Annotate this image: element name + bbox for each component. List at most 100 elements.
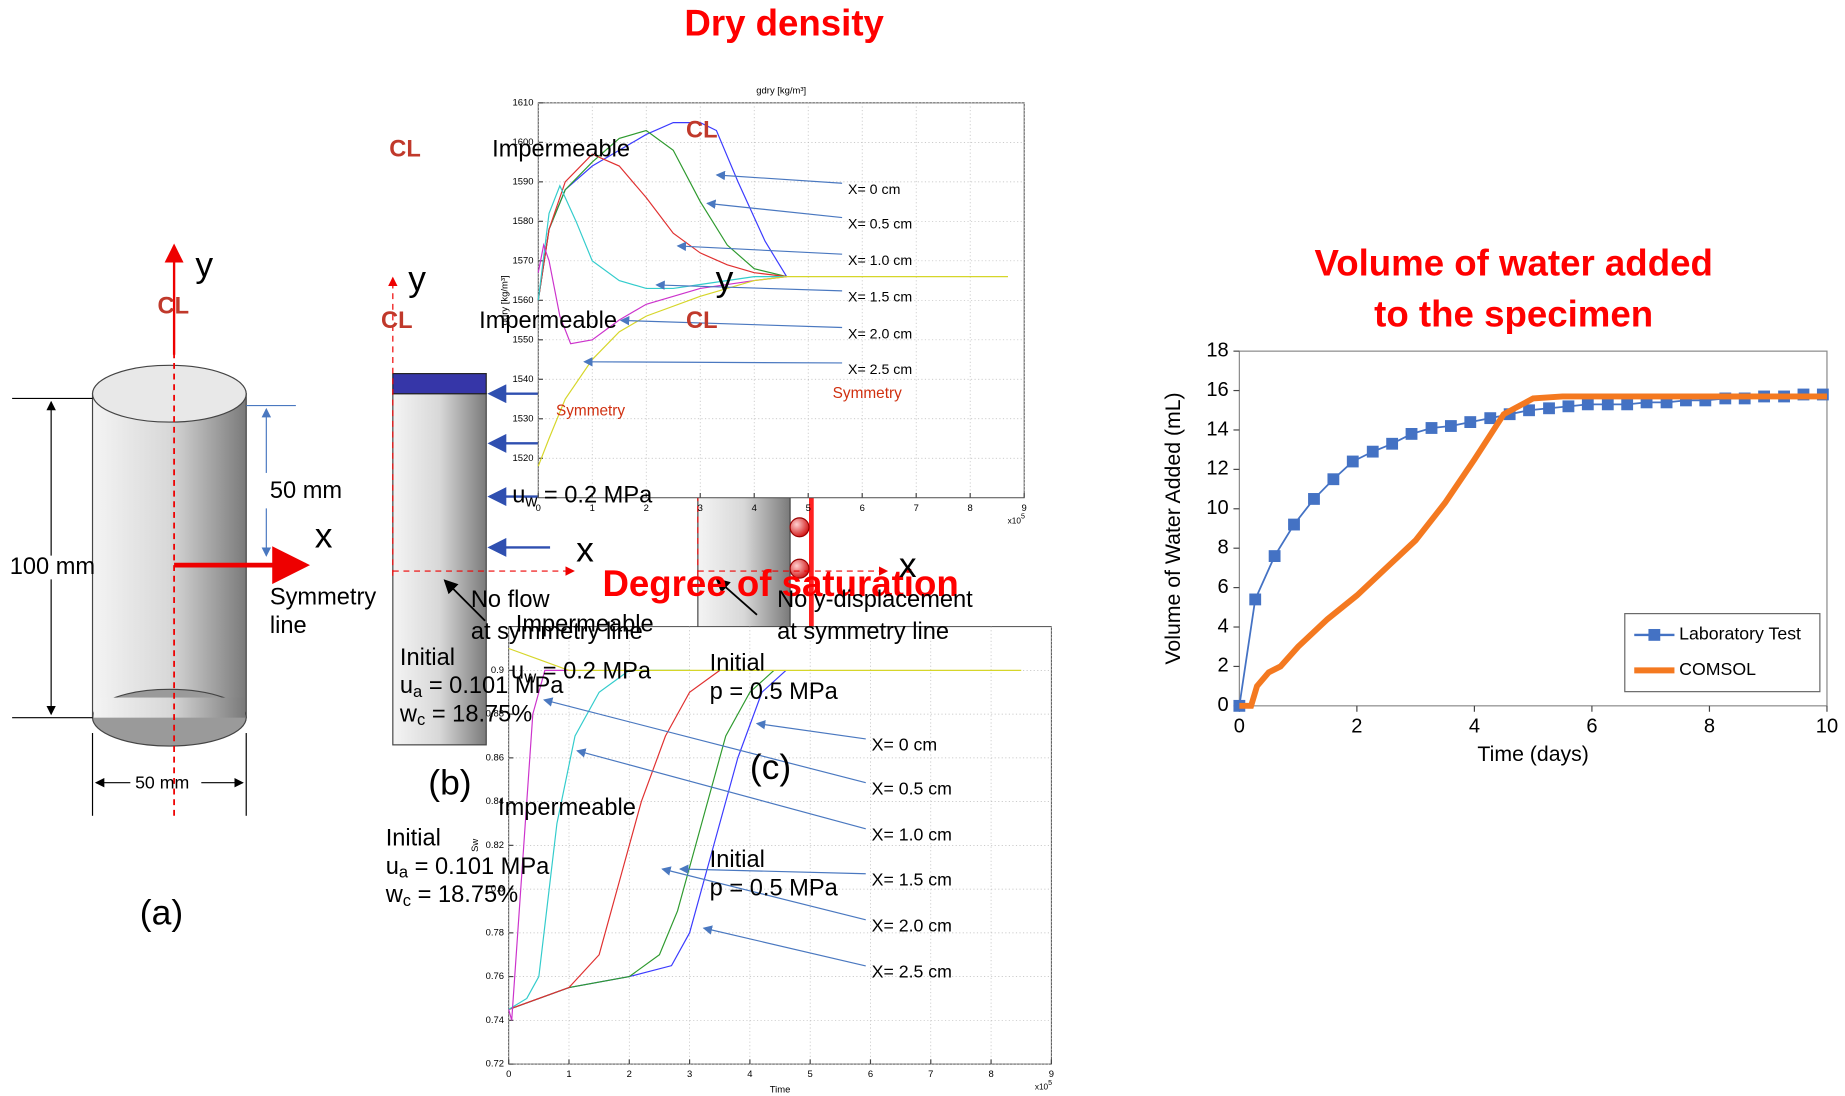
panel-label: (c)	[750, 747, 791, 787]
label: Impermeable	[498, 795, 636, 821]
centerline-label: CL	[389, 136, 421, 162]
label: Initial	[710, 847, 765, 873]
series-annotation: X= 0.5 cm	[872, 778, 952, 798]
y-tick-label: 1540	[513, 374, 534, 385]
y-tick-label: 8	[1218, 537, 1229, 559]
data-marker	[1269, 550, 1281, 562]
x-tick-label: 6	[1586, 715, 1597, 737]
dimension-label: 50 mm	[270, 478, 342, 504]
y-tick-label: 4	[1218, 615, 1229, 637]
label: No y-displacement	[777, 587, 973, 613]
panel-label: (b)	[428, 762, 471, 802]
y-tick-label: 2	[1218, 655, 1229, 677]
x-tick-label: 6	[868, 1069, 873, 1080]
x-tick-label: 4	[747, 1069, 752, 1080]
centerline-label: CL	[686, 117, 718, 143]
centerline-label: CL	[381, 308, 413, 334]
y-tick-label: 6	[1218, 576, 1229, 598]
x-tick-label: 2	[627, 1069, 632, 1080]
label: No flow	[471, 587, 551, 613]
series-annotation: X= 1.5 cm	[872, 870, 952, 890]
x-tick-label: 2	[1351, 715, 1362, 737]
data-marker	[1386, 438, 1398, 450]
x-tick-label: 3	[698, 503, 703, 514]
series-annotation: X= 2.0 cm	[872, 916, 952, 936]
y-tick-label: 10	[1206, 497, 1228, 519]
label: Initial	[710, 651, 765, 677]
x-tick-label: 6	[860, 503, 865, 514]
axis-letter: x	[315, 515, 333, 555]
label: Impermeable	[492, 136, 630, 162]
y-axis-label: Volume of Water Added (mL)	[1161, 392, 1185, 664]
label: Initial	[386, 826, 441, 852]
legend-marker	[1648, 629, 1660, 641]
x-tick-label: 8	[988, 1069, 993, 1080]
x-multiplier: x105	[1008, 513, 1025, 526]
data-marker	[1347, 456, 1359, 468]
y-tick-label: 0	[1218, 694, 1229, 716]
x-multiplier-exp: 5	[1021, 513, 1025, 521]
label: Initial	[400, 645, 455, 671]
data-marker	[1543, 402, 1555, 414]
axis-letter: y	[716, 259, 734, 299]
series-annotation: X= 2.5 cm	[848, 362, 912, 378]
y-tick-label: 18	[1206, 339, 1228, 361]
y-tick-label: 1610	[513, 97, 534, 108]
y-tick-label: 0.86	[486, 752, 504, 763]
x-tick-label: 7	[914, 503, 919, 514]
x-multiplier-base: x10	[1035, 1083, 1049, 1092]
data-marker	[1406, 428, 1418, 440]
data-marker	[1308, 493, 1320, 505]
y-tick-label: 1580	[513, 216, 534, 227]
x-multiplier-base: x10	[1008, 517, 1022, 526]
y-tick-label: 1560	[513, 295, 534, 306]
x-tick-label: 8	[1704, 715, 1715, 737]
y-tick-label: 1550	[513, 334, 534, 345]
label: p = 0.5 MPa	[710, 679, 839, 705]
x-tick-label: 5	[806, 503, 811, 514]
plot-title: gdry [kg/m³]	[756, 86, 806, 97]
x-tick-label: 5	[808, 1069, 813, 1080]
y-tick-label: 0.72	[486, 1059, 504, 1070]
x-tick-label: 4	[752, 503, 757, 514]
data-marker	[1288, 519, 1300, 531]
pressure-label: uw = 0.2 MPa	[512, 483, 653, 511]
dimension-label: 50 mm	[135, 773, 189, 793]
y-tick-label: 16	[1206, 379, 1228, 401]
chart-title: Volume of water added	[1314, 243, 1712, 284]
x-axis-label: Time (days)	[1477, 742, 1588, 766]
series-annotation: X= 1.5 cm	[848, 290, 912, 306]
x-tick-label: 4	[1469, 715, 1480, 737]
axis-letter: x	[899, 545, 917, 585]
dimension-label: 100 mm	[10, 554, 95, 580]
series-annotation: X= 2.5 cm	[872, 962, 952, 982]
label: Symmetry	[556, 403, 625, 420]
legend-label: COMSOL	[1679, 659, 1756, 679]
series-annotation: X= 1.0 cm	[872, 825, 952, 845]
x-tick-label: 10	[1816, 715, 1838, 737]
initial-label: ua = 0.101 MPa	[386, 854, 550, 882]
centerline-label: CL	[158, 294, 190, 320]
series-annotation: X= 0 cm	[872, 735, 938, 755]
data-marker	[1484, 412, 1496, 424]
x-axis-label: Time	[770, 1085, 791, 1096]
label: Symmetry	[833, 385, 902, 402]
y-tick-label: 1530	[513, 413, 534, 424]
y-tick-label: 0.82	[486, 840, 504, 851]
slide: 0246810121416180246810Time (days)Volume …	[0, 0, 1845, 1096]
label: Impermeable	[516, 612, 654, 638]
chart-title: to the specimen	[1374, 294, 1653, 335]
data-marker	[1426, 422, 1438, 434]
x-tick-label: 8	[968, 503, 973, 514]
y-tick-label: 0.78	[486, 927, 504, 938]
centerline-label: CL	[686, 308, 718, 334]
x-tick-label: 7	[928, 1069, 933, 1080]
y-tick-label: 0.76	[486, 971, 504, 982]
y-tick-label: 12	[1206, 458, 1228, 480]
x-tick-label: 0	[506, 1069, 511, 1080]
data-marker	[1464, 416, 1476, 428]
y-tick-label: 0.74	[486, 1015, 504, 1026]
x-multiplier: x105	[1035, 1079, 1052, 1092]
